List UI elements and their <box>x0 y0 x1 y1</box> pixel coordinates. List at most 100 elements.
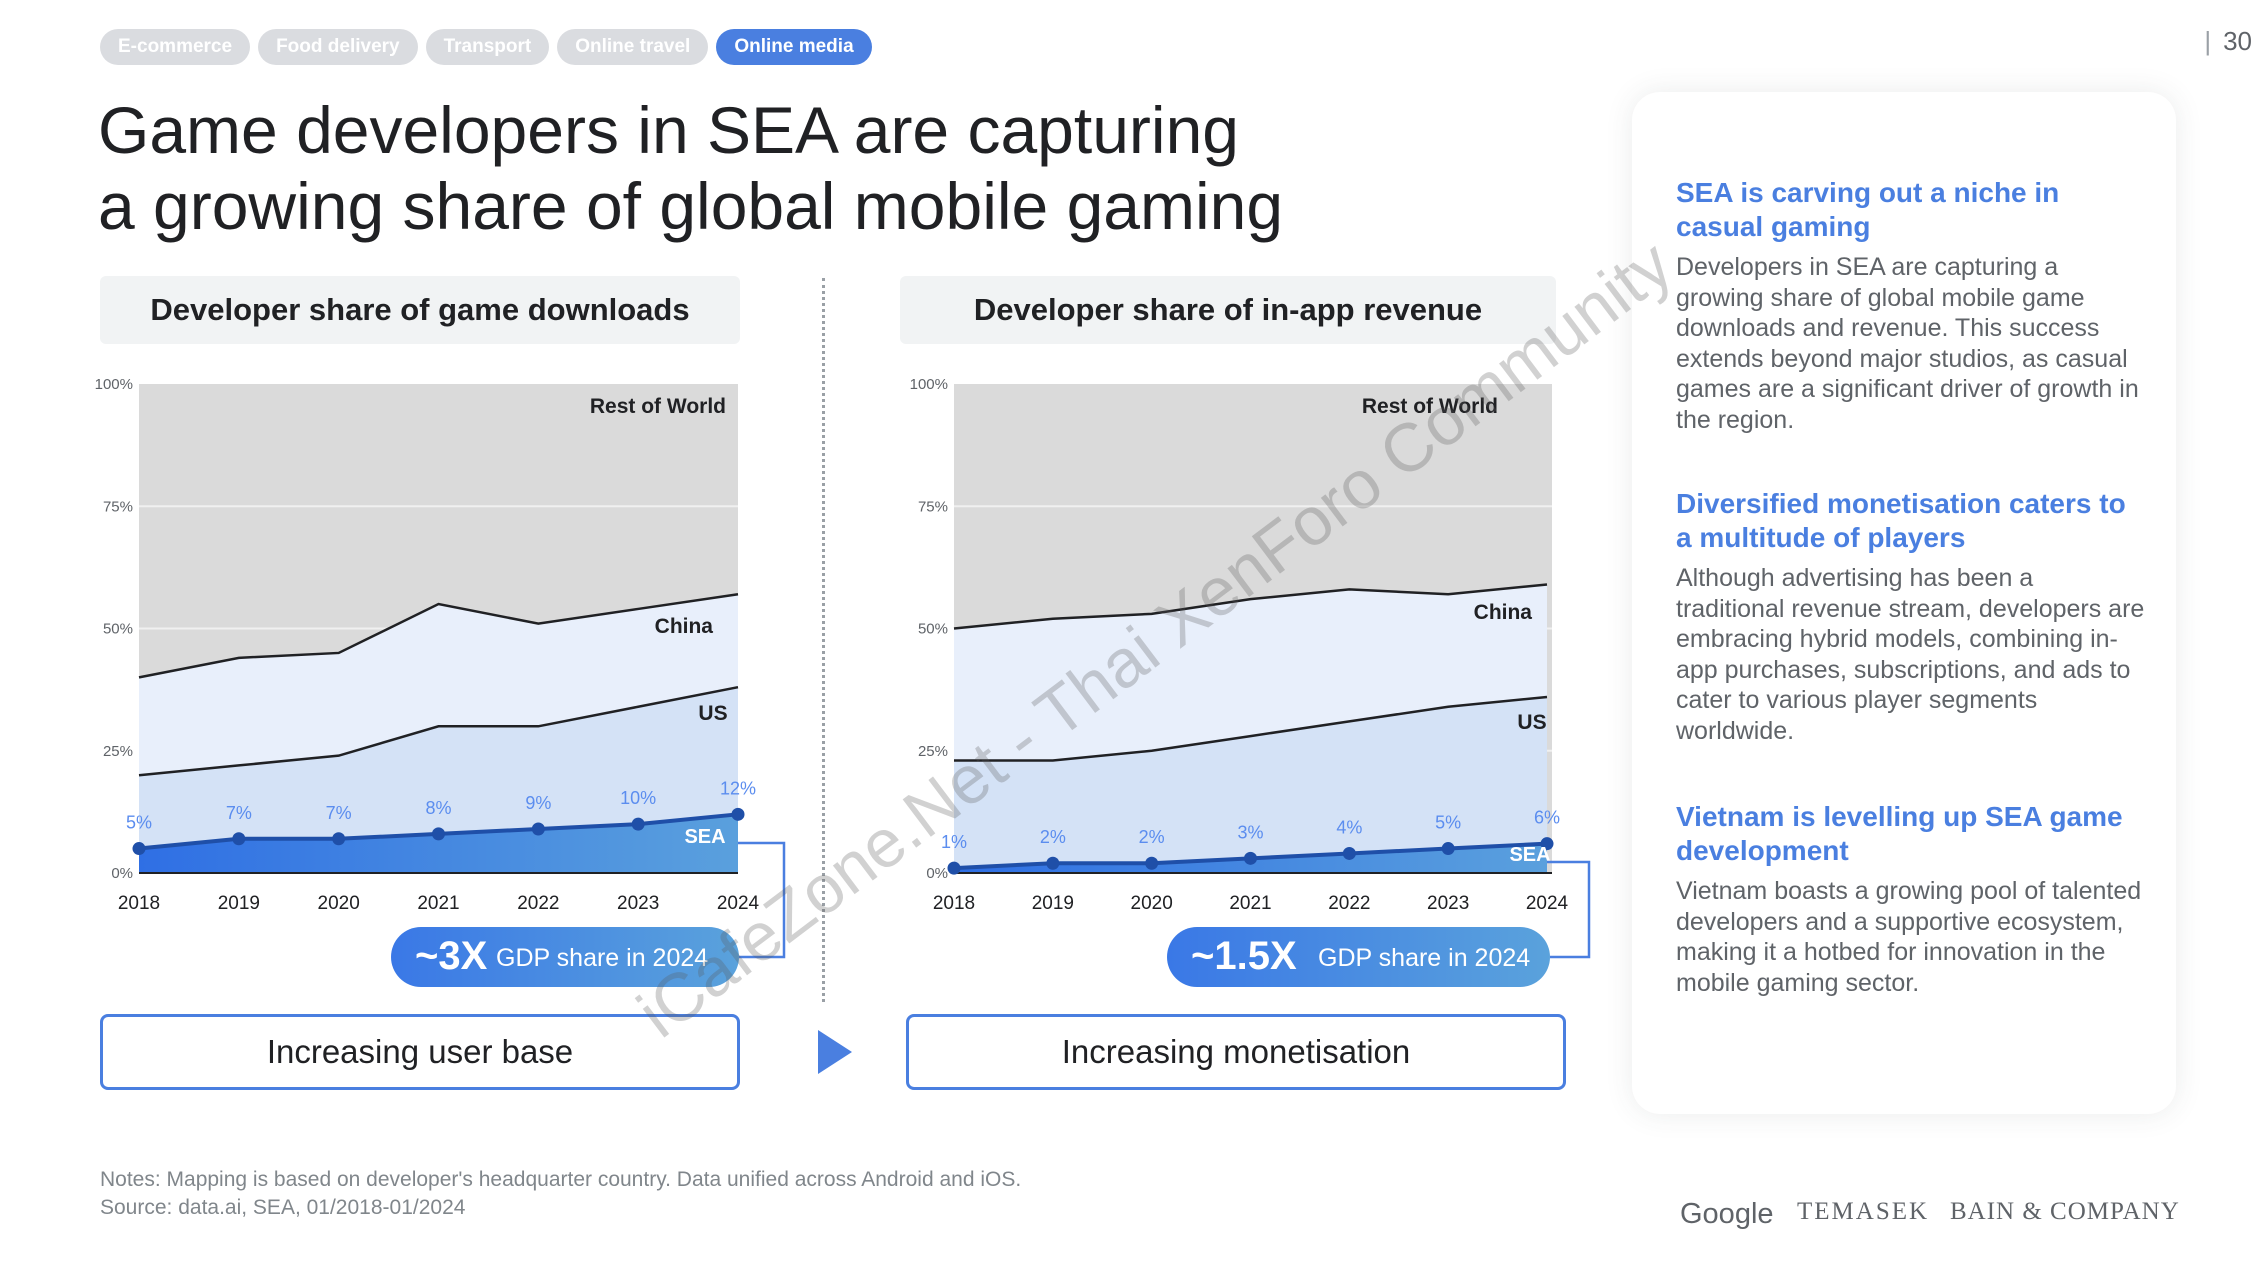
sea-data-label: 3% <box>1237 822 1263 842</box>
insight-monetisation: Diversified monetisation caters to a mul… <box>1676 487 2146 746</box>
page-title-line-2: a growing share of global mobile gaming <box>98 169 1284 243</box>
x-tick-label: 2020 <box>318 893 360 914</box>
google-logo: Google <box>1680 1198 1774 1230</box>
tab-e-commerce[interactable]: E-commerce <box>100 29 251 65</box>
sea-point <box>1441 842 1455 856</box>
notes-line: Notes: Mapping is based on developer's h… <box>100 1168 1022 1191</box>
callouts: ~3X GDP share in 2024 ~1.5X GDP share in 20… <box>391 841 1591 987</box>
us-area <box>139 687 738 849</box>
y-tick-label: 25% <box>103 743 133 760</box>
sea-data-label: 1% <box>941 832 967 852</box>
sea-series-label: SEA <box>1509 844 1550 866</box>
us-line <box>138 685 739 777</box>
sea-area <box>139 814 738 873</box>
sea-point <box>1145 856 1159 870</box>
callout-multiplier: ~3X <box>415 934 488 978</box>
source-line: Source: data.ai, SEA, 01/2018-01/2024 <box>100 1196 466 1219</box>
x-tick-label: 2024 <box>1526 893 1569 914</box>
tab-transport[interactable]: Transport <box>425 29 550 65</box>
tab-online-travel[interactable]: Online travel <box>557 29 709 65</box>
callout-bracket <box>1547 860 1591 959</box>
sea-point <box>132 842 146 856</box>
callout-caption: GDP share in 2024 <box>1318 944 1530 972</box>
x-tick-label: 2020 <box>1131 893 1173 914</box>
x-tick-label: 2019 <box>1032 893 1074 914</box>
sea-data-label: 2% <box>1139 827 1165 847</box>
us-line <box>954 695 1548 762</box>
temasek-logo: TEMASEK <box>1797 1198 1930 1225</box>
page-number-value: 30 <box>2223 26 2252 56</box>
revenue-chart: 0% 25% 50% 75% 100% 2018 2019 2020 2021 2022 2023 2… <box>910 376 1569 914</box>
sea-data-label: 7% <box>226 803 252 823</box>
sea-point <box>232 832 246 846</box>
sea-point <box>332 832 346 846</box>
x-tick-label: 2022 <box>1328 893 1370 914</box>
x-tick-label: 2023 <box>1427 893 1469 914</box>
sea-point <box>731 807 745 821</box>
us-series-label: US <box>1517 711 1546 734</box>
y-tick-label: 50% <box>103 621 133 638</box>
page-number: | 30 <box>2204 26 2252 56</box>
footnotes: Notes: Mapping is based on developer's h… <box>100 1166 1021 1222</box>
sea-data-label: 2% <box>1040 827 1066 847</box>
left-chart-heading: Developer share of game downloads <box>100 276 740 344</box>
page-title-line-1: Game developers in SEA are capturing <box>98 93 1239 167</box>
insight-body: Although advertising has been a traditio… <box>1676 564 2145 745</box>
callout-caption: GDP share in 2024 <box>496 944 708 972</box>
china-area <box>954 584 1547 761</box>
x-tick-label: 2022 <box>517 893 559 914</box>
x-tick-label: 2018 <box>118 893 160 914</box>
insights-panel: SEA is carving out a niche in casual gam… <box>1632 92 2176 1114</box>
y-tick-label: 0% <box>111 865 133 882</box>
y-tick-label: 100% <box>95 376 133 393</box>
right-chart-heading: Developer share of in-app revenue <box>900 276 1556 344</box>
sea-point <box>432 827 445 841</box>
sea-data-label: 10% <box>620 788 656 808</box>
insight-heading: Vietnam is levelling up SEA game develop… <box>1676 801 2123 866</box>
sea-data-label: 4% <box>1336 817 1362 837</box>
callout-pill <box>391 927 739 987</box>
sea-data-label: 9% <box>525 793 551 813</box>
rest-of-world-series-label: Rest of World <box>1362 395 1498 418</box>
x-tick-label: 2018 <box>933 893 975 914</box>
page-title: Game developers in SEA are capturing a g… <box>98 92 1578 244</box>
y-tick-label: 0% <box>926 865 948 882</box>
sea-point <box>1244 851 1257 865</box>
tab-food-delivery[interactable]: Food delivery <box>258 29 418 65</box>
monetisation-box: Increasing monetisation <box>906 1014 1566 1090</box>
insight-body: Vietnam boasts a growing pool of talente… <box>1676 877 2142 997</box>
sea-series-label: SEA <box>684 826 725 848</box>
sea-point <box>531 822 545 836</box>
x-tick-label: 2021 <box>417 893 459 914</box>
sea-point <box>1046 856 1060 870</box>
sea-data-label: 12% <box>720 778 756 798</box>
callout-bracket <box>738 841 786 959</box>
china-series-label: China <box>1474 601 1533 624</box>
sea-data-label: 8% <box>425 798 451 818</box>
china-series-label: China <box>655 615 714 638</box>
panel-divider <box>822 278 825 1002</box>
downloads-chart: 0% 25% 50% 75% 100% 2018 2019 2020 2021 2022 2023 2… <box>95 376 760 914</box>
x-tick-label: 2024 <box>717 893 760 914</box>
sea-point <box>1540 837 1554 851</box>
insight-heading: Diversified monetisation caters to a mul… <box>1676 488 2126 553</box>
us-series-label: US <box>698 702 727 725</box>
callout-pill <box>1167 927 1550 987</box>
play-arrow-icon <box>818 1030 852 1074</box>
section-tabs: E-commerce Food delivery Transport Onlin… <box>100 29 872 65</box>
china-line <box>138 593 739 679</box>
x-tick-label: 2023 <box>617 893 659 914</box>
x-tick-label: 2019 <box>218 893 260 914</box>
user-base-box: Increasing user base <box>100 1014 740 1090</box>
tab-online-media[interactable]: Online media <box>716 29 872 65</box>
bain-logo: BAIN & COMPANY <box>1950 1198 2180 1225</box>
china-line <box>953 583 1548 630</box>
x-tick-label: 2021 <box>1229 893 1271 914</box>
y-tick-label: 25% <box>918 743 948 760</box>
sea-data-label: 5% <box>1435 813 1461 833</box>
insight-heading: SEA is carving out a niche in casual gam… <box>1676 177 2060 242</box>
callout-multiplier: ~1.5X <box>1191 934 1297 978</box>
insight-vietnam: Vietnam is levelling up SEA game develop… <box>1676 800 2146 998</box>
insight-casual-gaming: SEA is carving out a niche in casual gam… <box>1676 176 2146 435</box>
